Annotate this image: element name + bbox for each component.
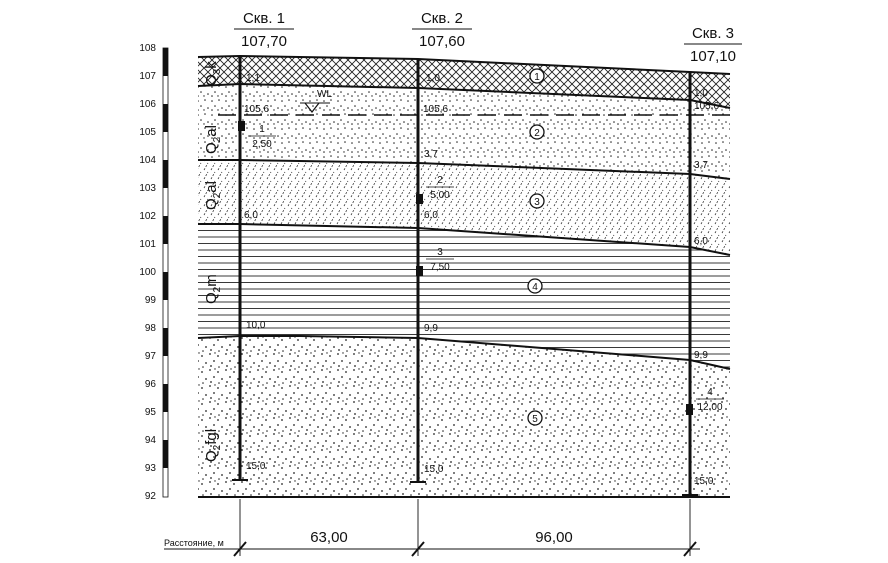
borehole-name: Скв. 1	[243, 10, 285, 27]
distance-axis-label: Расстояние, м	[164, 538, 224, 548]
geo-index-q2m: Q2m	[203, 274, 223, 304]
borehole-1	[232, 56, 248, 481]
layer-2-fill	[198, 84, 730, 179]
borehole-elevation: 107,60	[419, 33, 465, 50]
depth-label: 6,0	[244, 210, 258, 221]
borehole-name: Скв. 2	[421, 10, 463, 27]
sample-marker	[416, 194, 423, 204]
tick-label: 97	[145, 351, 157, 362]
depth-label: 15,0	[424, 464, 444, 475]
geo-index-q2al-upper: Q2al	[203, 125, 223, 154]
svg-text:4: 4	[532, 282, 538, 293]
tick-label: 105	[139, 127, 156, 138]
boundary-4-5	[197, 335, 731, 370]
depth-label: 1,1	[246, 73, 260, 84]
svg-text:3: 3	[534, 197, 540, 208]
tick-label: 101	[139, 239, 156, 250]
sample-marker	[416, 266, 423, 276]
tick-label: 100	[139, 267, 156, 278]
sample-depth: 12,00	[697, 402, 722, 413]
svg-text:1: 1	[534, 72, 540, 83]
borehole-elevation: 107,10	[690, 48, 736, 65]
sample-2: 2 5,00	[426, 175, 454, 201]
borehole-header-1: Скв. 1 107,70	[234, 10, 294, 50]
tick-label: 107	[139, 71, 156, 82]
sample-number: 1	[259, 124, 265, 135]
sample-depth: 7,50	[430, 262, 450, 273]
depth-label: 1,0	[426, 73, 440, 84]
layer-3-fill	[198, 160, 730, 255]
tick-label: 104	[139, 155, 156, 166]
layer-marker-2: 2	[529, 124, 545, 140]
distance-value: 96,00	[535, 529, 573, 546]
tick-label: 92	[145, 491, 157, 502]
sample-number: 4	[707, 387, 713, 398]
depth-label: 6,0	[424, 210, 438, 221]
svg-text:2: 2	[534, 128, 540, 139]
borehole-header-2: Скв. 2 107,60	[412, 10, 472, 50]
depth-label: 9,9	[424, 323, 438, 334]
layer-4-fill	[198, 224, 730, 369]
tick-label: 99	[145, 295, 157, 306]
borehole-3	[682, 72, 698, 496]
sample-4: 4 12,00	[696, 387, 724, 413]
layer-marker-1: 1	[529, 68, 545, 84]
sample-number: 3	[437, 247, 443, 258]
geo-index-q2fgl: Q2fgl	[203, 429, 223, 462]
tick-label: 108	[139, 43, 156, 54]
depth-label: 15,0	[246, 461, 266, 472]
tick-label: 106	[139, 99, 156, 110]
sample-3: 3 7,50	[426, 247, 454, 273]
depth-label: 6,0	[694, 236, 708, 247]
tick-label: 94	[145, 435, 157, 446]
depth-label: 105,6	[244, 104, 269, 115]
distance-scale: Расстояние, м 63,00 96,00	[164, 499, 700, 557]
depth-label: 9,9	[694, 350, 708, 361]
depth-label: 1,0	[694, 88, 708, 99]
tick-label: 102	[139, 211, 156, 222]
borehole-elevation: 107,70	[241, 33, 287, 50]
sample-1: 1 2,50	[248, 124, 276, 150]
tick-label: 95	[145, 407, 157, 418]
water-level-label: WL	[317, 89, 332, 100]
svg-text:5: 5	[532, 414, 538, 425]
geo-index-q3k: Q3k	[203, 61, 223, 86]
depth-label: 3,7	[424, 149, 438, 160]
water-level-marker: WL	[300, 89, 332, 113]
sample-marker	[686, 404, 693, 415]
sample-number: 2	[437, 175, 443, 186]
depth-label: 105,6	[694, 101, 719, 112]
layer-5-fill	[198, 336, 730, 497]
layer-marker-3: 3	[529, 193, 545, 209]
layer-marker-4: 4	[527, 278, 543, 294]
tick-label: 103	[139, 183, 156, 194]
elevation-scale: 108 107 106 105 104 103 102 101 100 99 9…	[139, 43, 169, 502]
sample-depth: 2,50	[252, 139, 272, 150]
tick-label: 93	[145, 463, 157, 474]
sample-depth: 5,00	[430, 190, 450, 201]
distance-value: 63,00	[310, 529, 348, 546]
layer-marker-5: 5	[527, 410, 543, 426]
depth-label: 3,7	[694, 160, 708, 171]
depth-label: 105,6	[423, 104, 448, 115]
borehole-name: Скв. 3	[692, 25, 734, 42]
depth-label: 15,0	[694, 476, 714, 487]
borehole-2	[410, 59, 426, 483]
tick-label: 98	[145, 323, 157, 334]
borehole-header-3: Скв. 3 107,10	[684, 25, 742, 65]
geo-index-q2al-lower: Q2al	[203, 181, 223, 210]
tick-label: 96	[145, 379, 157, 390]
sample-marker	[238, 121, 245, 131]
depth-label: 10,0	[246, 320, 266, 331]
